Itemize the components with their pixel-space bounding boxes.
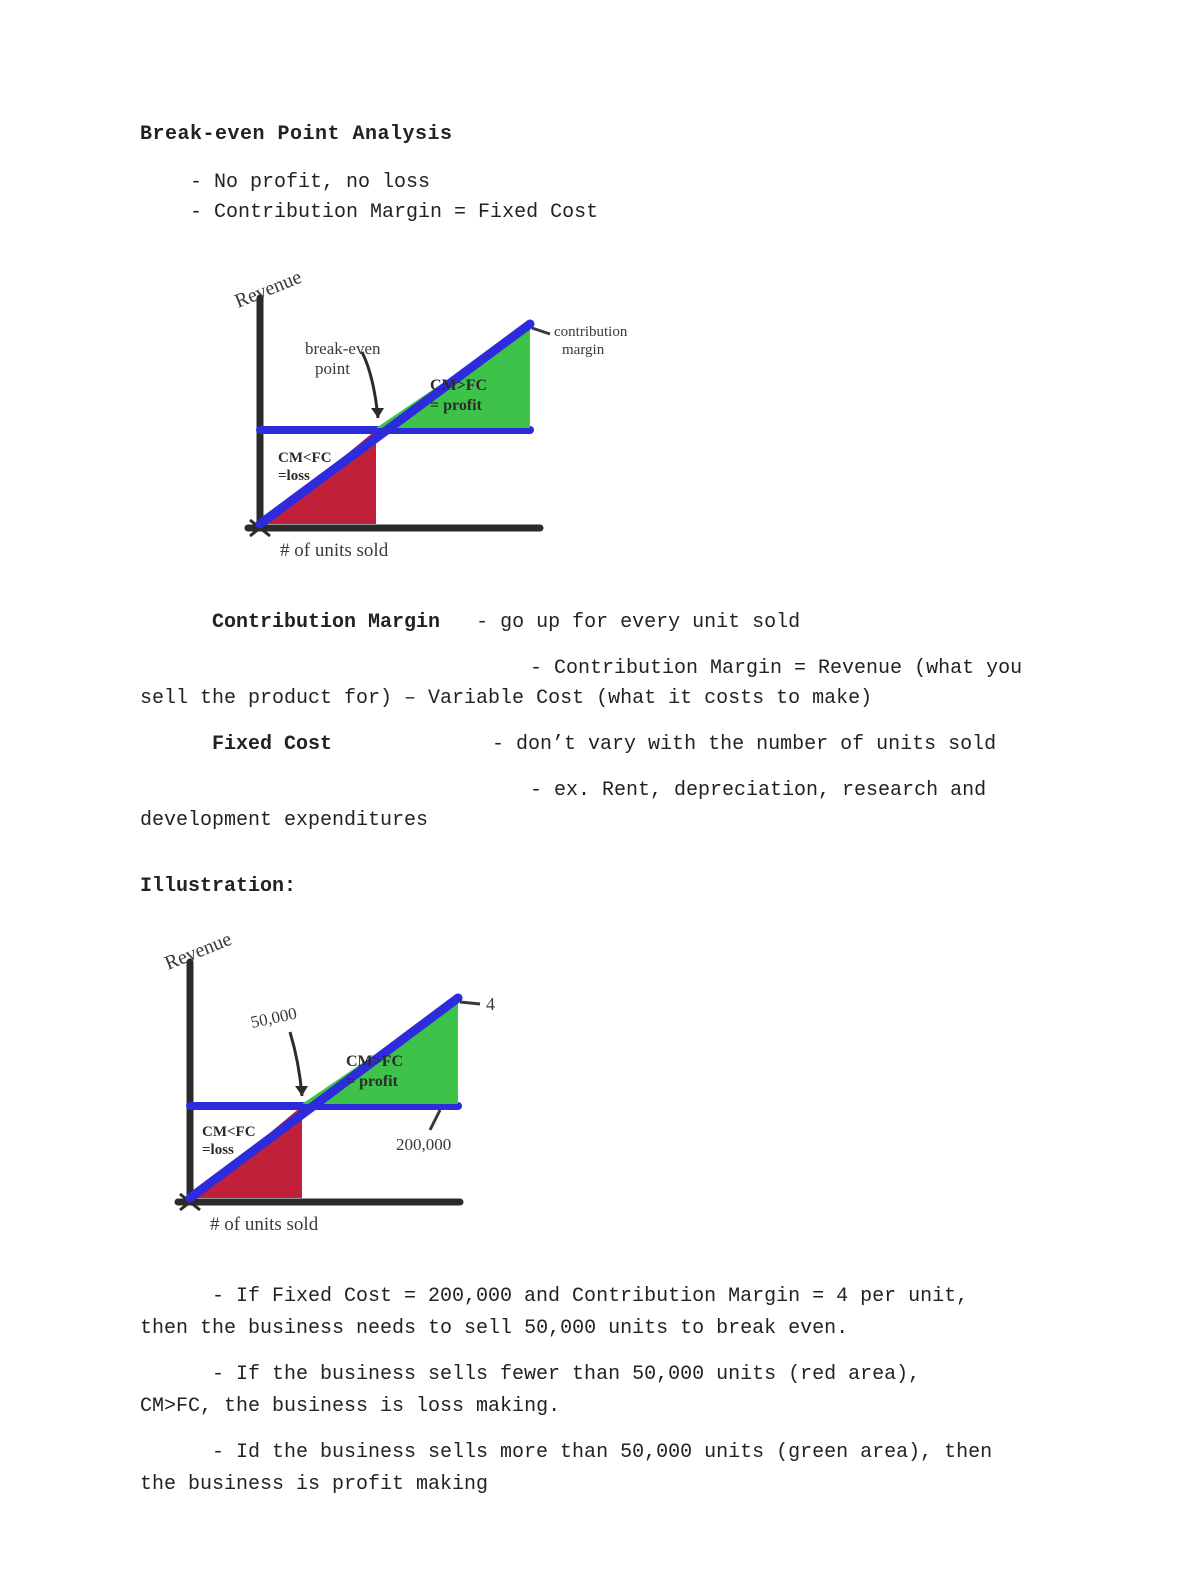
bullet-text: No profit, no loss xyxy=(214,171,430,194)
term-contribution-margin: Contribution Margin xyxy=(212,611,440,634)
breakeven-chart-2: Revenue # of units sold 50,000 CM<FC =lo… xyxy=(140,922,1060,1252)
bep-arrowhead xyxy=(295,1086,308,1096)
profit-label: CM>FC xyxy=(346,1053,403,1070)
x-axis-label: # of units sold xyxy=(210,1214,319,1235)
page-title: Break-even Point Analysis xyxy=(140,120,1060,150)
bullet-text: Contribution Margin = Fixed Cost xyxy=(214,201,598,224)
illustration-para-cont: CM>FC, the business is loss making. xyxy=(140,1392,1060,1422)
para-text: - If Fixed Cost = 200,000 and Contributi… xyxy=(212,1285,968,1308)
illustration-para: - Id the business sells more than 50,000… xyxy=(140,1438,1060,1468)
para-text: then the business needs to sell 50,000 u… xyxy=(140,1317,848,1340)
definition-text: - don’t vary with the number of units so… xyxy=(492,733,996,756)
definition-line: Fixed Cost - don’t vary with the number o… xyxy=(140,730,1060,760)
page: Break-even Point Analysis - No profit, n… xyxy=(0,0,1200,1576)
loss-label: CM<FC xyxy=(202,1124,256,1140)
chart-svg: Revenue # of units sold 50,000 CM<FC =lo… xyxy=(140,922,540,1252)
bullet-item: - No profit, no loss xyxy=(190,168,1060,198)
para-text: - If the business sells fewer than 50,00… xyxy=(212,1363,920,1386)
illustration-para-cont: the business is profit making xyxy=(140,1470,1060,1500)
definition-line: - ex. Rent, depreciation, research and d… xyxy=(140,776,1060,836)
bullet-item: - Contribution Margin = Fixed Cost xyxy=(190,198,1060,228)
y-axis-label: Revenue xyxy=(232,266,305,313)
profit-label: = profit xyxy=(346,1073,399,1090)
breakeven-chart-1: Revenue # of units sold break-even point… xyxy=(200,258,1060,578)
profit-label: = profit xyxy=(430,397,483,414)
term-fixed-cost: Fixed Cost xyxy=(212,733,332,756)
para-text: CM>FC, the business is loss making. xyxy=(140,1395,560,1418)
definition-block: Contribution Margin - go up for every un… xyxy=(140,608,1060,714)
definition-text: - go up for every unit sold xyxy=(476,611,800,634)
fc-value-callout xyxy=(430,1110,440,1130)
loss-label: CM<FC xyxy=(278,450,332,466)
para-text: - Id the business sells more than 50,000… xyxy=(212,1441,992,1464)
illustration-para: - If the business sells fewer than 50,00… xyxy=(140,1360,1060,1390)
cm-line-label: contribution xyxy=(554,324,628,340)
definition-line: - Contribution Margin = Revenue (what yo… xyxy=(140,654,1060,714)
illustration-para: - If Fixed Cost = 200,000 and Contributi… xyxy=(140,1282,1060,1312)
x-axis-label: # of units sold xyxy=(280,540,389,561)
definition-text: - Contribution Margin = Revenue (what yo… xyxy=(530,657,1022,680)
bep-arrowhead xyxy=(371,408,384,418)
cm-line-label: margin xyxy=(562,342,605,358)
loss-label: =loss xyxy=(278,468,310,484)
y-axis-label: Revenue xyxy=(162,928,235,975)
cm-callout xyxy=(532,328,550,334)
para-text: the business is profit making xyxy=(140,1473,488,1496)
cm-value: 4 xyxy=(486,994,495,1014)
loss-label: =loss xyxy=(202,1142,234,1158)
cm-value-callout xyxy=(460,1002,480,1004)
illustration-heading: Illustration: xyxy=(140,872,1060,902)
definition-block: Fixed Cost - don’t vary with the number o… xyxy=(140,730,1060,836)
illustration-para-cont: then the business needs to sell 50,000 u… xyxy=(140,1314,1060,1344)
definition-text: - ex. Rent, depreciation, research and xyxy=(530,779,986,802)
definition-line: Contribution Margin - go up for every un… xyxy=(140,608,1060,638)
fc-value: 200,000 xyxy=(396,1135,451,1154)
bep-value: 50,000 xyxy=(249,1004,299,1032)
bep-label: point xyxy=(315,359,350,378)
profit-label: CM>FC xyxy=(430,377,487,394)
definition-text: development expenditures xyxy=(140,809,428,832)
bep-label: break-even xyxy=(305,339,381,358)
definition-text: sell the product for) – Variable Cost (w… xyxy=(140,687,872,710)
chart-svg: Revenue # of units sold break-even point… xyxy=(200,258,640,578)
